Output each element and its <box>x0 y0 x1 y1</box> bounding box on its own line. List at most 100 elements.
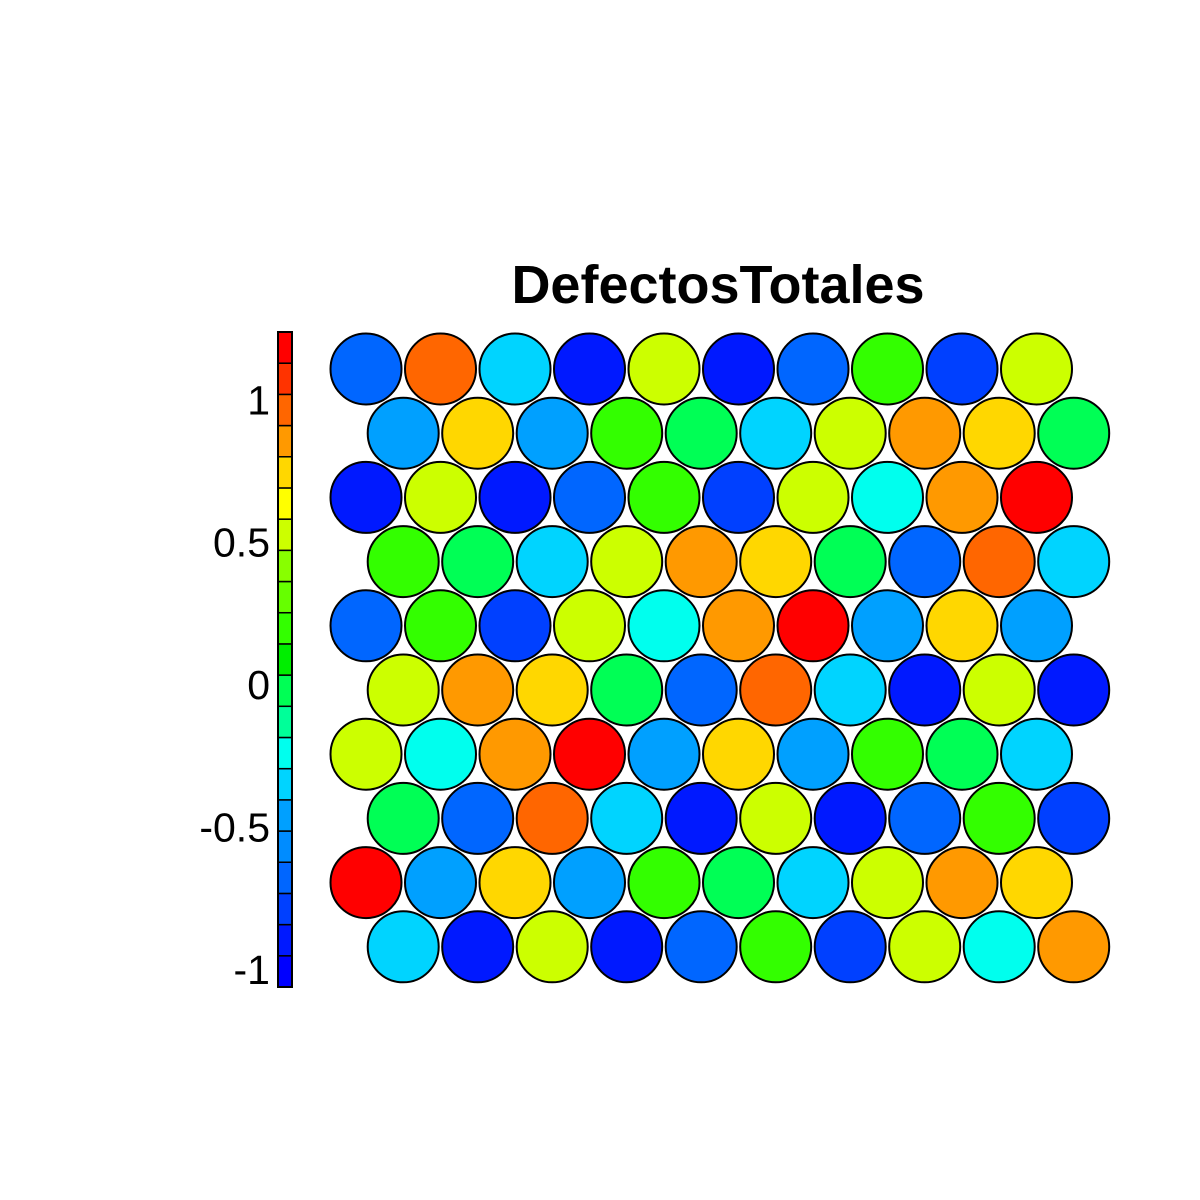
som-cell <box>776 589 850 663</box>
som-cell <box>702 332 775 406</box>
som-cell <box>813 525 887 599</box>
som-cell <box>813 910 887 984</box>
som-cell <box>627 717 701 791</box>
som-cell <box>329 332 403 406</box>
som-cell <box>1037 396 1111 470</box>
som-cell <box>1000 332 1073 406</box>
som-cell <box>851 332 924 406</box>
som-cell <box>441 781 515 855</box>
colorbar-segment <box>277 424 293 458</box>
colorbar-segment <box>277 362 293 396</box>
som-cell <box>1000 589 1073 663</box>
som-cell <box>627 332 701 406</box>
som-cell <box>702 589 775 663</box>
colorbar <box>277 331 293 988</box>
som-cell <box>404 332 477 406</box>
som-cell <box>366 781 440 855</box>
som-cell <box>702 460 775 534</box>
som-cell <box>813 396 887 470</box>
som-cell <box>776 717 850 791</box>
som-cell <box>404 717 477 791</box>
som-cell <box>627 460 701 534</box>
som-cell <box>962 525 1036 599</box>
chart-title: DefectosTotales <box>511 255 924 315</box>
som-cell <box>851 460 924 534</box>
colorbar-segment <box>277 767 293 801</box>
som-cell <box>776 846 850 920</box>
som-cell <box>404 589 477 663</box>
som-cell <box>441 653 515 727</box>
colorbar-segment <box>277 892 293 926</box>
som-cell <box>366 653 440 727</box>
som-cell <box>553 460 626 534</box>
som-cell <box>851 717 924 791</box>
som-cell <box>888 781 962 855</box>
som-cell <box>702 846 775 920</box>
colorbar-ticks: 1 0.5 0 -0.5 -1 <box>199 377 270 993</box>
colorbar-segment <box>277 643 293 676</box>
som-cell <box>366 525 440 599</box>
som-cell <box>664 910 738 984</box>
colorbar-segment <box>277 331 293 364</box>
colorbar-segment <box>277 611 293 645</box>
som-cell <box>962 910 1036 984</box>
som-cell <box>329 460 403 534</box>
som-cell <box>925 717 999 791</box>
colorbar-segment <box>277 736 293 770</box>
som-cell <box>627 846 701 920</box>
colorbar-segment <box>277 518 293 552</box>
som-cell <box>590 781 664 855</box>
som-cell <box>962 653 1036 727</box>
som-cell <box>925 460 999 534</box>
som-cell <box>851 589 924 663</box>
som-cell <box>590 653 664 727</box>
som-cell <box>1037 910 1111 984</box>
som-cell <box>515 781 589 855</box>
colorbar-tick-label: 0 <box>247 662 270 708</box>
som-cell <box>478 332 552 406</box>
som-cell <box>813 781 887 855</box>
som-cell <box>366 396 440 470</box>
som-cell <box>590 910 664 984</box>
colorbar-tick-label: 1 <box>247 377 270 423</box>
som-cell <box>1037 525 1111 599</box>
som-cell <box>366 910 440 984</box>
colorbar-segment <box>277 830 293 863</box>
colorbar-segment <box>277 487 293 520</box>
som-cell <box>664 781 738 855</box>
som-cell <box>478 460 552 534</box>
som-cell <box>1000 460 1073 534</box>
som-cell <box>888 910 962 984</box>
som-cell <box>515 653 589 727</box>
som-cell <box>515 525 589 599</box>
som-cell <box>962 781 1036 855</box>
som-cell <box>925 846 999 920</box>
som-cell <box>441 910 515 984</box>
som-cell <box>515 396 589 470</box>
colorbar-tick-label: -0.5 <box>199 805 270 851</box>
colorbar-segment <box>277 580 293 614</box>
colorbar-segment <box>277 549 293 583</box>
colorbar-frame <box>277 331 293 988</box>
som-cell <box>590 396 664 470</box>
som-cell <box>962 396 1036 470</box>
som-cell <box>925 332 999 406</box>
som-cell <box>925 589 999 663</box>
som-cell <box>888 525 962 599</box>
som-cell <box>776 332 850 406</box>
som-cell <box>329 717 403 791</box>
colorbar-segment <box>277 861 293 895</box>
som-cell <box>478 717 552 791</box>
som-cell <box>1000 717 1073 791</box>
som-cell <box>1037 653 1111 727</box>
som-cell <box>739 396 813 470</box>
som-cell <box>441 396 515 470</box>
colorbar-segment <box>277 705 293 739</box>
som-cell <box>702 717 775 791</box>
colorbar-segment <box>277 674 293 708</box>
som-cell <box>664 396 738 470</box>
som-cell <box>1000 846 1073 920</box>
som-cell <box>888 396 962 470</box>
som-cell <box>627 589 701 663</box>
